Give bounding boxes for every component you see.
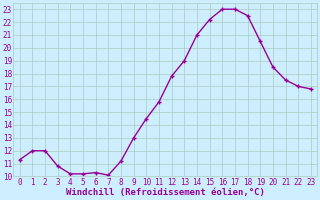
- X-axis label: Windchill (Refroidissement éolien,°C): Windchill (Refroidissement éolien,°C): [66, 188, 265, 197]
